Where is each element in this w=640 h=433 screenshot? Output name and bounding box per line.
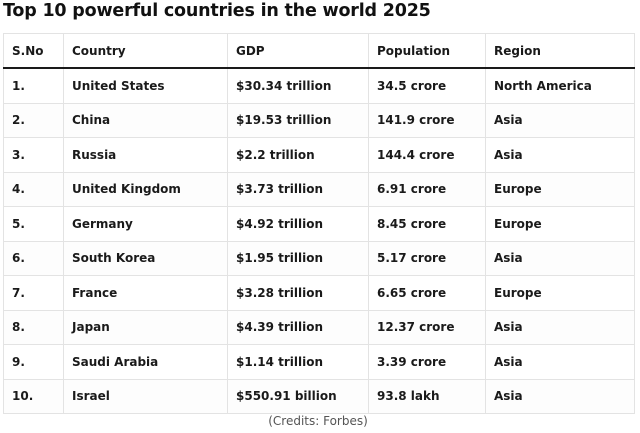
cell-population: 144.4 crore	[368, 137, 486, 173]
cell-population: 8.45 crore	[368, 206, 486, 242]
cell-sno: 1.	[3, 67, 64, 104]
cell-sno: 9.	[3, 344, 64, 380]
cell-country: Israel	[63, 378, 228, 414]
header-region: Region	[485, 33, 635, 69]
table-row: 2. China $19.53 trillion 141.9 crore Asi…	[3, 102, 635, 138]
cell-gdp: $30.34 trillion	[227, 67, 369, 104]
cell-region: Europe	[485, 275, 635, 311]
cell-gdp: $3.73 trillion	[227, 171, 369, 207]
cell-region: Asia	[485, 344, 635, 380]
cell-population: 6.65 crore	[368, 275, 486, 311]
header-sno: S.No	[3, 33, 64, 69]
cell-gdp: $4.39 trillion	[227, 309, 369, 345]
cell-gdp: $19.53 trillion	[227, 102, 369, 138]
cell-country: United Kingdom	[63, 171, 228, 207]
cell-sno: 2.	[3, 102, 64, 138]
cell-population: 141.9 crore	[368, 102, 486, 138]
cell-sno: 4.	[3, 171, 64, 207]
cell-gdp: $2.2 trillion	[227, 137, 369, 173]
cell-gdp: $3.28 trillion	[227, 275, 369, 311]
header-country: Country	[63, 33, 228, 69]
cell-region: Europe	[485, 171, 635, 207]
cell-gdp: $1.14 trillion	[227, 344, 369, 380]
cell-sno: 8.	[3, 309, 64, 345]
cell-region: North America	[485, 67, 635, 104]
cell-gdp: $1.95 trillion	[227, 240, 369, 276]
table-row: 3. Russia $2.2 trillion 144.4 crore Asia	[3, 137, 635, 173]
cell-sno: 3.	[3, 137, 64, 173]
cell-population: 12.37 crore	[368, 309, 486, 345]
table-row: 7. France $3.28 trillion 6.65 crore Euro…	[3, 275, 635, 311]
table-row: 6. South Korea $1.95 trillion 5.17 crore…	[3, 240, 635, 276]
cell-region: Asia	[485, 378, 635, 414]
cell-region: Asia	[485, 309, 635, 345]
cell-sno: 10.	[3, 378, 64, 414]
cell-country: Saudi Arabia	[63, 344, 228, 380]
table-header-row: S.No Country GDP Population Region	[3, 33, 635, 69]
cell-country: Germany	[63, 206, 228, 242]
cell-gdp: $4.92 trillion	[227, 206, 369, 242]
cell-population: 5.17 crore	[368, 240, 486, 276]
table-row: 1. United States $30.34 trillion 34.5 cr…	[3, 67, 635, 104]
cell-country: Japan	[63, 309, 228, 345]
cell-gdp: $550.91 billion	[227, 378, 369, 414]
cell-sno: 6.	[3, 240, 64, 276]
cell-country: South Korea	[63, 240, 228, 276]
cell-population: 34.5 crore	[368, 67, 486, 104]
countries-table: S.No Country GDP Population Region 1. Un…	[3, 33, 635, 414]
cell-region: Europe	[485, 206, 635, 242]
cell-region: Asia	[485, 240, 635, 276]
cell-sno: 7.	[3, 275, 64, 311]
table-row: 8. Japan $4.39 trillion 12.37 crore Asia	[3, 309, 635, 345]
cell-sno: 5.	[3, 206, 64, 242]
cell-population: 6.91 crore	[368, 171, 486, 207]
cell-country: China	[63, 102, 228, 138]
page-title: Top 10 powerful countries in the world 2…	[3, 1, 431, 21]
table-row: 4. United Kingdom $3.73 trillion 6.91 cr…	[3, 171, 635, 207]
header-population: Population	[368, 33, 486, 69]
cell-country: France	[63, 275, 228, 311]
cell-country: United States	[63, 67, 228, 104]
cell-population: 93.8 lakh	[368, 378, 486, 414]
table-row: 10. Israel $550.91 billion 93.8 lakh Asi…	[3, 378, 635, 414]
cell-region: Asia	[485, 137, 635, 173]
header-gdp: GDP	[227, 33, 369, 69]
credits-caption: (Credits: Forbes)	[268, 414, 368, 428]
table-row: 9. Saudi Arabia $1.14 trillion 3.39 cror…	[3, 344, 635, 380]
table-row: 5. Germany $4.92 trillion 8.45 crore Eur…	[3, 206, 635, 242]
cell-population: 3.39 crore	[368, 344, 486, 380]
cell-region: Asia	[485, 102, 635, 138]
cell-country: Russia	[63, 137, 228, 173]
